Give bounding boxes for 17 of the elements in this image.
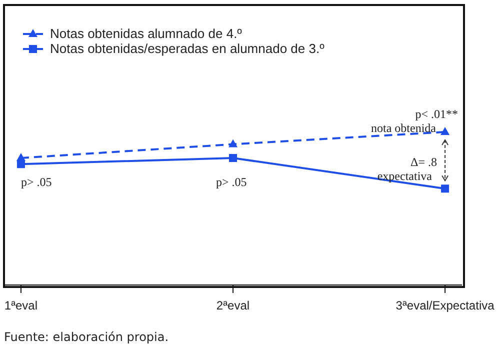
x-tick-label: 2ªeval <box>216 298 250 313</box>
x-tick-label: 1ªeval <box>4 298 38 313</box>
point <box>441 184 450 193</box>
annotation: p> .05 <box>21 175 52 189</box>
x-tick-label: 3ªeval/Expectativa <box>396 298 495 313</box>
annotation: p> .05 <box>216 175 247 189</box>
annotation: expectativa <box>377 169 433 183</box>
annotation: nota obtenida <box>371 121 437 135</box>
source-note: Fuente: elaboración propia. <box>4 330 169 344</box>
annotation: Δ= .8 <box>410 155 437 169</box>
point <box>16 160 25 168</box>
point <box>440 126 450 135</box>
legend-label: Notas obtenidas alumnado de 4.º <box>50 26 242 41</box>
legend-label: Notas obtenidas/esperadas en alumnado de 3.º <box>50 41 324 56</box>
point <box>229 154 237 162</box>
text: p< .01** <box>415 107 458 121</box>
point <box>228 139 238 148</box>
